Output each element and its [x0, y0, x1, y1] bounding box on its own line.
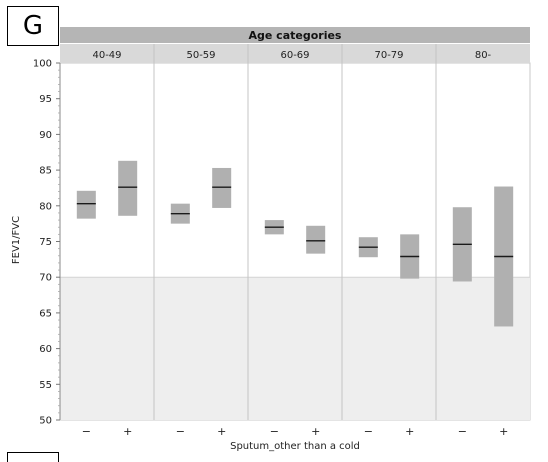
y-tick-label: 60	[39, 344, 52, 355]
x-tick-label: −	[458, 425, 467, 438]
corner-box	[7, 452, 59, 462]
group-header-bar	[60, 44, 530, 63]
group-label: 60-69	[280, 50, 309, 61]
group-label: 50-59	[186, 50, 215, 61]
y-tick-label: 95	[39, 94, 52, 105]
x-tick-label: +	[123, 425, 132, 438]
y-axis-label: FEV1/FVC	[11, 216, 22, 264]
y-tick-label: 80	[39, 201, 52, 212]
y-tick-label: 65	[39, 308, 52, 319]
x-tick-label: +	[311, 425, 320, 438]
x-tick-label: +	[405, 425, 414, 438]
y-tick-label: 90	[39, 130, 52, 141]
y-tick-label: 100	[33, 59, 52, 70]
y-tick-label: 75	[39, 237, 52, 248]
chart-title: Age categories	[249, 29, 342, 42]
x-tick-label: −	[82, 425, 91, 438]
box	[118, 160, 138, 216]
group-label: 40-49	[92, 50, 121, 61]
group-label: 70-79	[374, 50, 403, 61]
y-tick-label: 55	[39, 380, 52, 391]
panel-letter: G	[7, 6, 59, 46]
box	[76, 190, 96, 219]
x-tick-label: −	[176, 425, 185, 438]
group-label: 80-	[475, 50, 492, 61]
x-tick-label: +	[499, 425, 508, 438]
y-tick-label: 70	[39, 273, 52, 284]
x-tick-label: +	[217, 425, 226, 438]
box	[212, 167, 232, 208]
x-tick-label: −	[270, 425, 279, 438]
y-tick-label: 50	[39, 416, 52, 427]
x-tick-label: −	[364, 425, 373, 438]
x-axis-label: Sputum_other than a cold	[230, 441, 360, 452]
box	[306, 225, 326, 254]
y-tick-label: 85	[39, 166, 52, 177]
header-title-bar	[60, 27, 530, 43]
shaded-region	[60, 277, 530, 420]
